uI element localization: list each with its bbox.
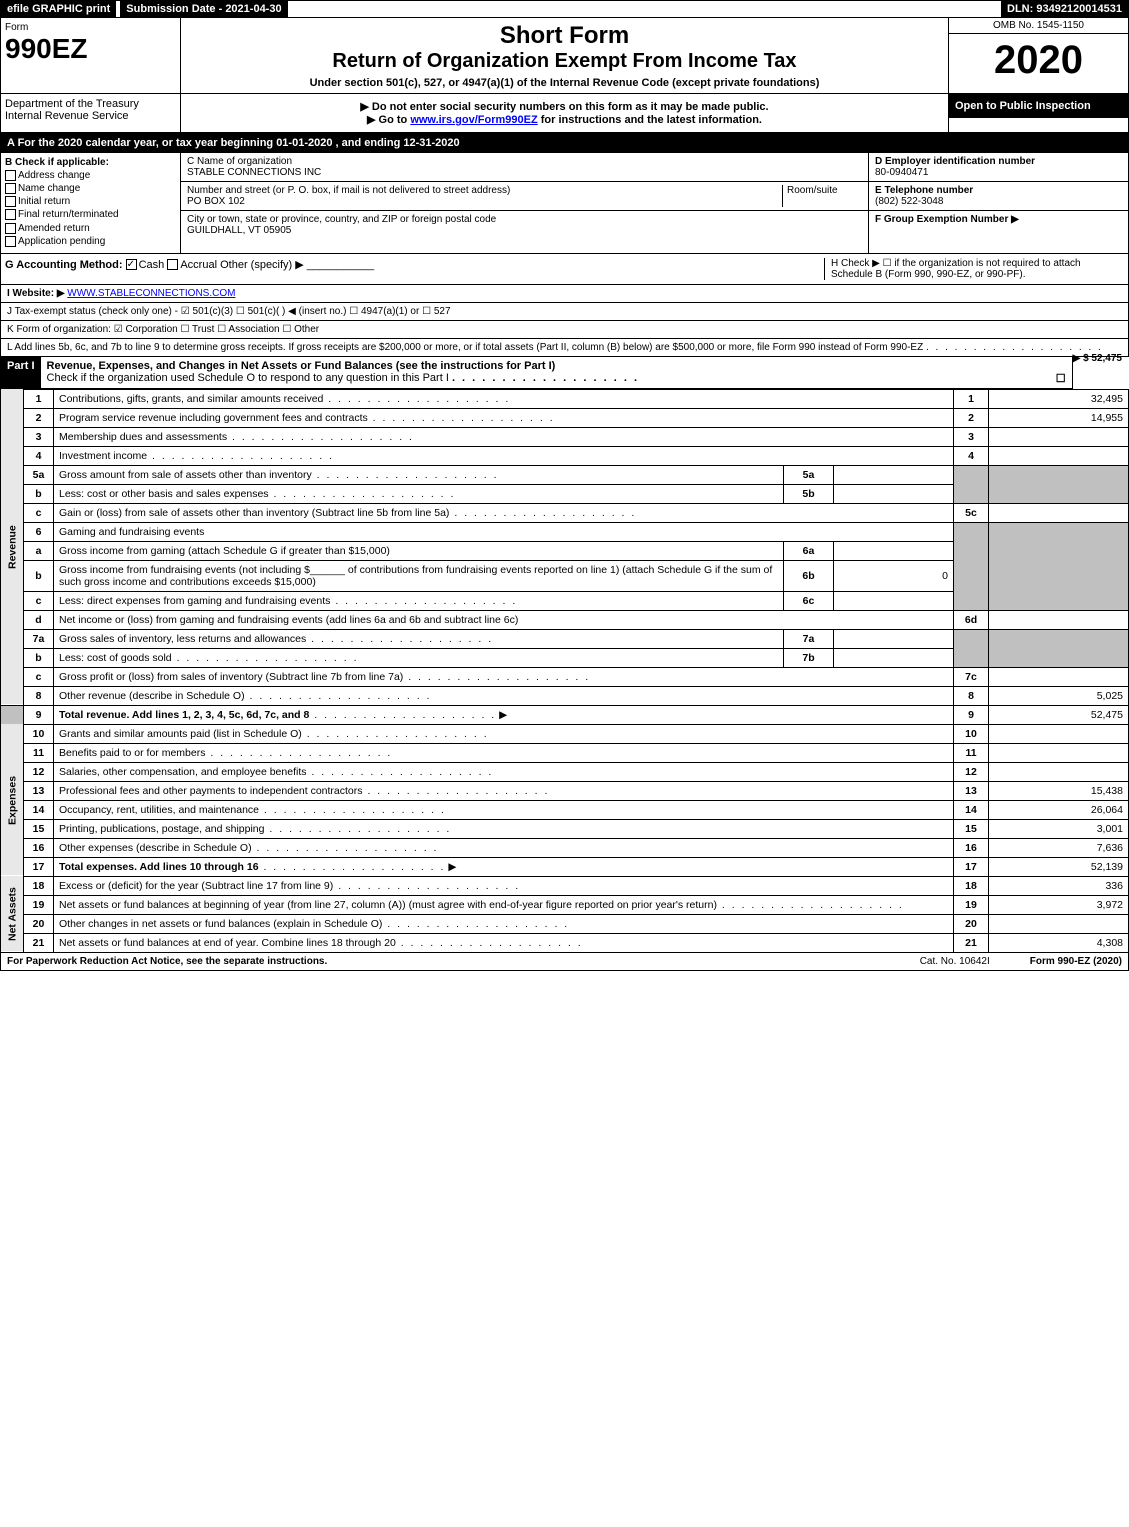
line-2-val: 14,955: [989, 408, 1129, 427]
line-11-val: [989, 743, 1129, 762]
revenue-vert-label: Revenue: [1, 389, 24, 705]
section-i-website: I Website: ▶ WWW.STABLECONNECTIONS.COM: [0, 285, 1129, 303]
section-c: C Name of organization STABLE CONNECTION…: [181, 153, 868, 253]
section-j: J Tax-exempt status (check only one) - ☑…: [0, 303, 1129, 321]
section-h: H Check ▶ ☐ if the organization is not r…: [824, 258, 1124, 280]
room-suite-label: Room/suite: [782, 185, 862, 207]
short-form-title: Short Form: [185, 22, 944, 50]
dept-treasury: Department of the Treasury: [5, 98, 176, 110]
form-number: 990EZ: [5, 33, 176, 65]
line-4-val: [989, 446, 1129, 465]
check-accrual[interactable]: [167, 259, 178, 270]
gross-receipts: ▶ $ 52,475: [1073, 353, 1122, 364]
org-name: STABLE CONNECTIONS INC: [187, 167, 862, 178]
org-name-label: C Name of organization: [187, 156, 862, 167]
form-label: Form: [5, 22, 176, 33]
page-footer: For Paperwork Reduction Act Notice, see …: [0, 953, 1129, 971]
line-15-val: 3,001: [989, 819, 1129, 838]
org-info-grid: B Check if applicable: Address change Na…: [0, 153, 1129, 254]
dln: DLN: 93492120014531: [1001, 1, 1128, 17]
check-name-change[interactable]: Name change: [5, 183, 176, 194]
irs-link[interactable]: www.irs.gov/Form990EZ: [410, 114, 537, 126]
line-8-val: 5,025: [989, 686, 1129, 705]
line-18-val: 336: [989, 876, 1129, 895]
line-19-val: 3,972: [989, 895, 1129, 914]
efile-label[interactable]: efile GRAPHIC print: [1, 1, 116, 17]
goto-instructions: ▶ Go to www.irs.gov/Form990EZ for instru…: [187, 113, 942, 126]
city-label: City or town, state or province, country…: [187, 214, 862, 225]
part-1-check-o: Check if the organization used Schedule …: [47, 372, 449, 384]
submission-date: Submission Date - 2021-04-30: [120, 1, 287, 17]
check-application-pending[interactable]: Application pending: [5, 236, 176, 247]
line-14-val: 26,064: [989, 800, 1129, 819]
website-link[interactable]: WWW.STABLECONNECTIONS.COM: [67, 288, 235, 299]
expenses-vert-label: Expenses: [1, 724, 24, 876]
tax-year-large: 2020: [949, 34, 1128, 87]
ein-value: 80-0940471: [875, 167, 1122, 178]
return-title: Return of Organization Exempt From Incom…: [185, 50, 944, 73]
paperwork-notice: For Paperwork Reduction Act Notice, see …: [7, 956, 327, 967]
open-inspection: Open to Public Inspection: [949, 94, 1128, 118]
line-13-val: 15,438: [989, 781, 1129, 800]
line-6b-val: 0: [834, 560, 954, 591]
line-6d-val: [989, 610, 1129, 629]
catalog-number: Cat. No. 10642I: [920, 956, 990, 967]
section-d-e-f: D Employer identification number 80-0940…: [868, 153, 1128, 253]
line-3-val: [989, 427, 1129, 446]
line-5c-val: [989, 503, 1129, 522]
phone-label: E Telephone number: [875, 185, 1122, 196]
under-section: Under section 501(c), 527, or 4947(a)(1)…: [185, 77, 944, 89]
line-17-val: 52,139: [989, 857, 1129, 876]
section-l: L Add lines 5b, 6c, and 7b to line 9 to …: [0, 339, 1129, 357]
phone-value: (802) 522-3048: [875, 196, 1122, 207]
section-b: B Check if applicable: Address change Na…: [1, 153, 181, 253]
form-number-footer: Form 990-EZ (2020): [1030, 956, 1122, 967]
no-ssn-warning: ▶ Do not enter social security numbers o…: [187, 100, 942, 113]
street-value: PO BOX 102: [187, 196, 782, 207]
check-amended-return[interactable]: Amended return: [5, 223, 176, 234]
top-bar: efile GRAPHIC print Submission Date - 20…: [0, 0, 1129, 18]
section-b-title: B Check if applicable:: [5, 157, 176, 168]
line-7c-val: [989, 667, 1129, 686]
omb-number: OMB No. 1545-1150: [949, 18, 1128, 34]
group-exemption-label: F Group Exemption Number ▶: [875, 214, 1122, 225]
section-a-tax-year: A For the 2020 calendar year, or tax yea…: [0, 133, 1129, 153]
section-g-h: G Accounting Method: Cash Accrual Other …: [0, 254, 1129, 285]
street-label: Number and street (or P. O. box, if mail…: [187, 185, 782, 196]
check-final-return[interactable]: Final return/terminated: [5, 209, 176, 220]
line-16-val: 7,636: [989, 838, 1129, 857]
part-1-label: Part I: [1, 357, 41, 388]
check-initial-return[interactable]: Initial return: [5, 196, 176, 207]
line-20-val: [989, 914, 1129, 933]
line-10-val: [989, 724, 1129, 743]
accounting-method-label: G Accounting Method:: [5, 259, 123, 271]
revenue-expenses-table: Revenue 1Contributions, gifts, grants, a…: [0, 389, 1129, 953]
irs-label: Internal Revenue Service: [5, 110, 176, 122]
line-12-val: [989, 762, 1129, 781]
instructions-row: Department of the Treasury Internal Reve…: [0, 94, 1129, 133]
part-1-title: Revenue, Expenses, and Changes in Net As…: [47, 360, 556, 372]
part-1-header: Part I Revenue, Expenses, and Changes in…: [0, 357, 1073, 389]
check-cash[interactable]: [126, 259, 137, 270]
section-k: K Form of organization: ☑ Corporation ☐ …: [0, 321, 1129, 339]
city-value: GUILDHALL, VT 05905: [187, 225, 862, 236]
check-address-change[interactable]: Address change: [5, 170, 176, 181]
netassets-vert-label: Net Assets: [1, 876, 24, 952]
line-9-val: 52,475: [989, 705, 1129, 724]
line-1-val: 32,495: [989, 389, 1129, 408]
line-21-val: 4,308: [989, 933, 1129, 952]
form-header: Form 990EZ Short Form Return of Organiza…: [0, 18, 1129, 94]
ein-label: D Employer identification number: [875, 156, 1122, 167]
